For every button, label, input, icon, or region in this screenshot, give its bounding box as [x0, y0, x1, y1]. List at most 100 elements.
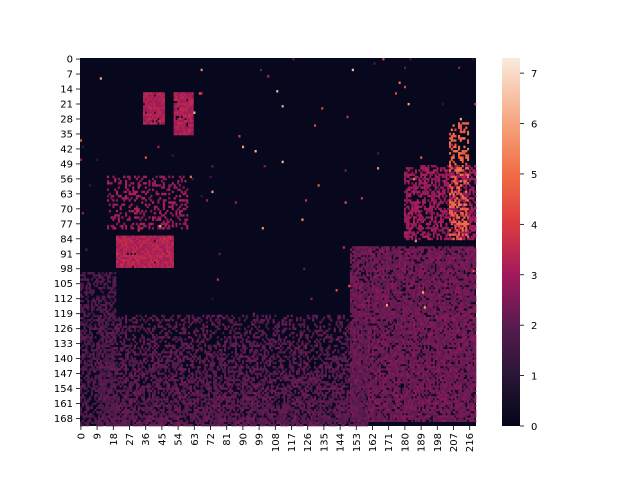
heatmap-cell: [404, 301, 407, 305]
heatmap-cell: [434, 323, 437, 326]
heatmap-cell: [357, 336, 360, 339]
heatmap-cell: [393, 376, 396, 380]
heatmap-cell: [431, 306, 434, 309]
heatmap-cell: [395, 252, 398, 256]
heatmap-cell: [422, 312, 425, 316]
heatmap-cell: [366, 378, 369, 382]
heatmap-cell: [125, 194, 128, 198]
heatmap-cell: [382, 310, 385, 313]
heatmap-cell: [463, 329, 466, 333]
heatmap-cell: [389, 376, 392, 380]
heatmap-cell: [414, 301, 417, 305]
heatmap-cell: [393, 381, 396, 384]
heatmap-cell: [404, 259, 407, 262]
heatmap-cell: [373, 312, 376, 316]
heatmap-cell: [438, 370, 441, 373]
heatmap-cell: [396, 276, 399, 279]
heatmap-cell: [125, 182, 128, 185]
heatmap-cell: [443, 289, 446, 292]
heatmap-cell: [380, 308, 383, 311]
heatmap-cell: [468, 312, 471, 316]
heatmap-cell: [362, 310, 365, 313]
heatmap-cell: [389, 361, 392, 365]
heatmap-cell: [387, 286, 390, 290]
heatmap-cell: [402, 278, 405, 281]
heatmap-cell: [173, 109, 176, 112]
heatmap-cell: [350, 265, 353, 268]
heatmap-cell: [452, 263, 455, 266]
heatmap-cell: [431, 310, 434, 313]
heatmap-cell: [420, 346, 423, 350]
heatmap-cell: [432, 250, 435, 253]
heatmap-cell: [454, 310, 457, 313]
heatmap-cell: [447, 361, 450, 365]
heatmap-cell: [380, 321, 383, 324]
heatmap-cell: [413, 306, 416, 309]
heatmap-cell: [180, 130, 183, 134]
heatmap-cell: [423, 370, 426, 373]
heatmap-cell: [449, 323, 452, 326]
heatmap-cell: [355, 331, 358, 335]
heatmap-cell: [117, 194, 120, 198]
heatmap-cell: [420, 336, 423, 339]
heatmap-cell: [467, 348, 470, 352]
heatmap-cell: [402, 265, 405, 268]
heatmap-cell: [386, 353, 389, 356]
heatmap-cell: [362, 274, 365, 277]
heatmap-cell: [350, 282, 353, 286]
heatmap-cell: [150, 122, 153, 125]
heatmap-cell: [411, 351, 414, 354]
heatmap-cell: [353, 351, 356, 354]
heatmap-cell: [445, 295, 448, 298]
heatmap-cell: [434, 321, 437, 324]
heatmap-cell: [144, 248, 147, 251]
heatmap-cell: [468, 348, 471, 352]
heatmap-cell: [143, 239, 146, 243]
heatmap-cell: [418, 308, 421, 311]
heatmap-cell: [351, 301, 354, 305]
heatmap-cell: [386, 299, 389, 303]
heatmap-cell: [382, 359, 385, 363]
heatmap-cell: [395, 250, 398, 253]
heatmap-cell: [395, 301, 398, 305]
heatmap-cell: [137, 175, 140, 179]
heatmap-cell: [438, 376, 441, 380]
heatmap-cell: [168, 188, 171, 191]
heatmap-cell: [452, 331, 455, 335]
heatmap-cell: [463, 291, 466, 294]
heatmap-cell: [389, 344, 392, 348]
heatmap-cell: [443, 291, 446, 294]
heatmap-cell: [429, 351, 432, 354]
heatmap-cell: [351, 342, 354, 345]
heatmap-cell: [404, 312, 407, 316]
heatmap-cell: [418, 246, 421, 249]
heatmap-cell: [377, 348, 380, 352]
heatmap-cell: [173, 117, 176, 121]
heatmap-cell: [474, 252, 477, 256]
heatmap-cell: [427, 366, 430, 369]
heatmap-cell: [157, 216, 160, 219]
heatmap-cell: [420, 325, 423, 328]
heatmap-cell: [429, 252, 432, 256]
heatmap-cell: [186, 117, 189, 121]
heatmap-cell: [375, 250, 378, 253]
heatmap-cell: [413, 248, 416, 251]
heatmap-cell: [382, 372, 385, 375]
heatmap-cell: [177, 96, 180, 99]
heatmap-cell: [161, 186, 164, 189]
heatmap-cell: [189, 128, 192, 132]
heatmap-cell: [380, 331, 383, 335]
heatmap-cell: [431, 297, 434, 301]
heatmap-cell: [425, 363, 428, 367]
heatmap-cell: [153, 117, 156, 121]
heatmap-cell: [407, 269, 410, 273]
heatmap-cell: [157, 250, 160, 253]
heatmap-cell: [474, 344, 477, 348]
heatmap-cell: [353, 259, 356, 262]
heatmap-cell: [152, 222, 155, 226]
heatmap-cell: [409, 254, 412, 258]
heatmap-cell: [368, 329, 371, 333]
heatmap-cell: [377, 295, 380, 298]
heatmap-cell: [355, 363, 358, 367]
heatmap-cell: [353, 252, 356, 256]
